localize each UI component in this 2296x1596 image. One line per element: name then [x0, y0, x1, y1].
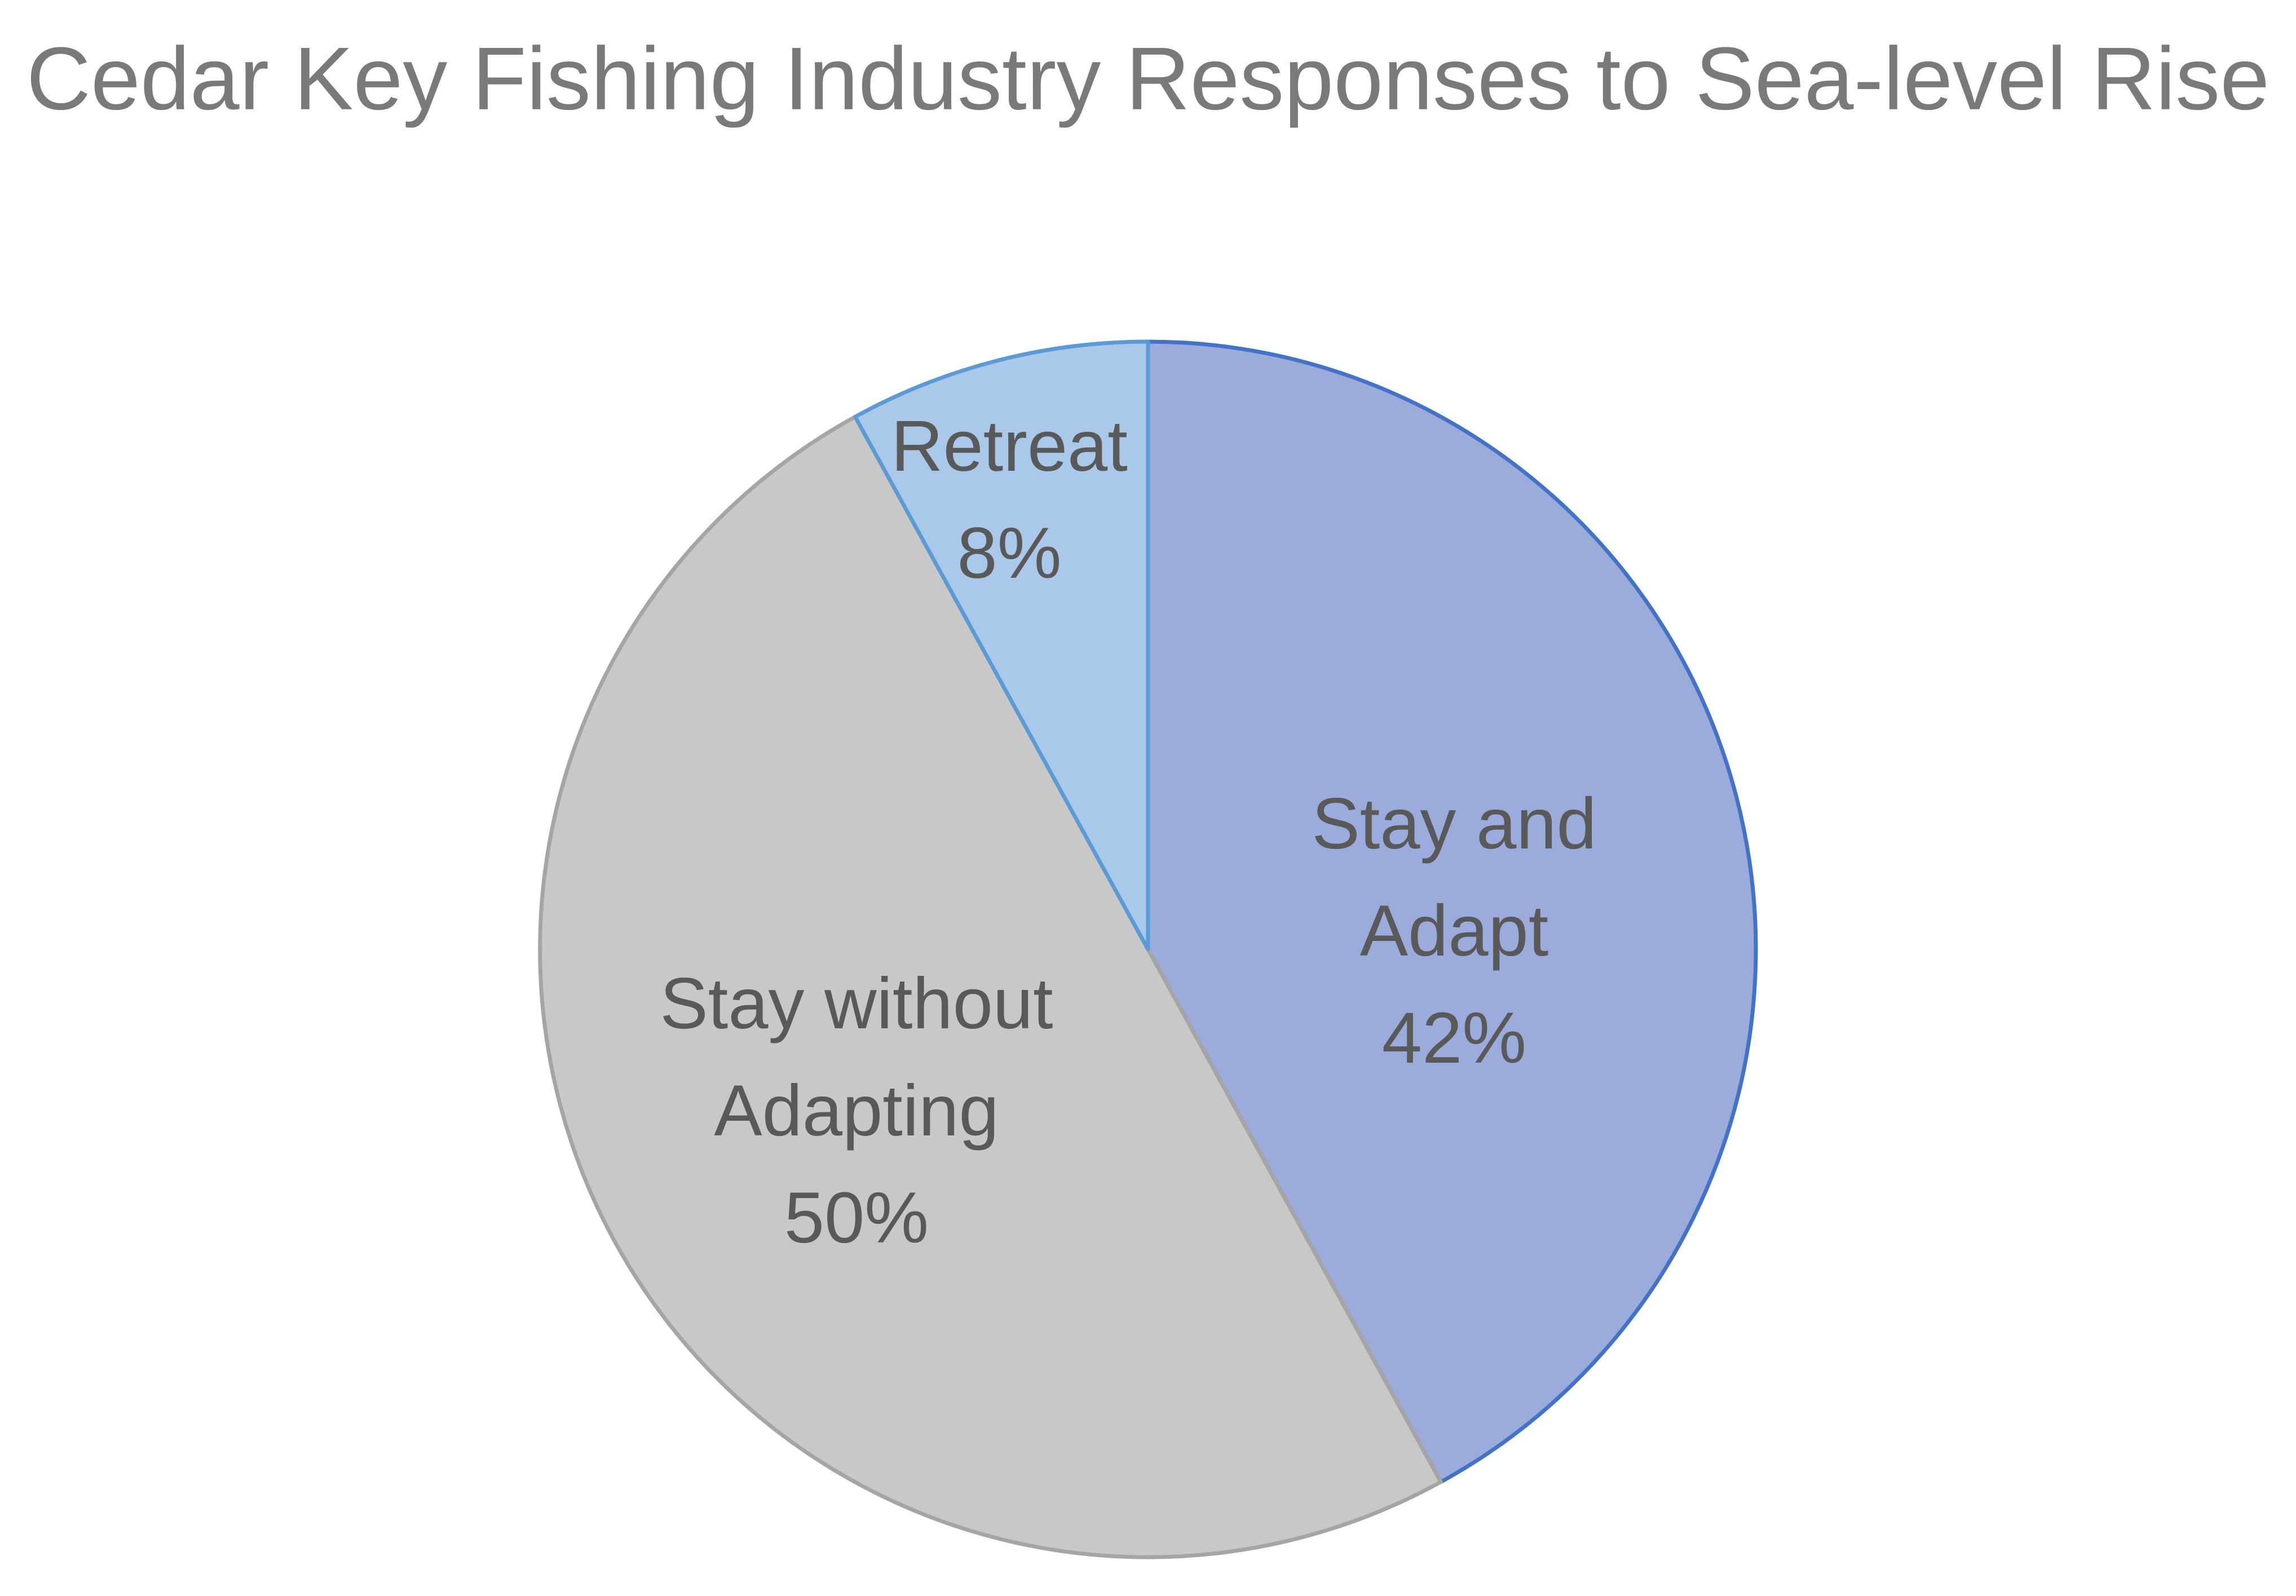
value-label: 8%	[957, 513, 1062, 594]
data-label: Retreat 8%	[834, 303, 1184, 697]
chart-title: Cedar Key Fishing Industry Responses to …	[27, 29, 2269, 129]
data-label-box: Retreat 8%	[834, 303, 1184, 697]
pie-slice	[853, 339, 1150, 952]
value-label: 42%	[1381, 998, 1527, 1078]
value-label: 50%	[784, 1178, 929, 1258]
category-label: Stay without Adapting	[660, 963, 1053, 1151]
data-label: Stay and Adapt 42%	[1274, 734, 1635, 1129]
category-label: Retreat	[891, 406, 1128, 487]
data-label: Stay without Adapting 50%	[603, 914, 1110, 1308]
category-label: Stay and Adapt	[1312, 784, 1597, 971]
data-label-box: Stay and Adapt 42%	[1274, 734, 1635, 1129]
data-label-box: Stay without Adapting 50%	[603, 914, 1110, 1308]
pie-slice	[1146, 339, 1758, 1484]
pie-slice	[538, 414, 1443, 1559]
